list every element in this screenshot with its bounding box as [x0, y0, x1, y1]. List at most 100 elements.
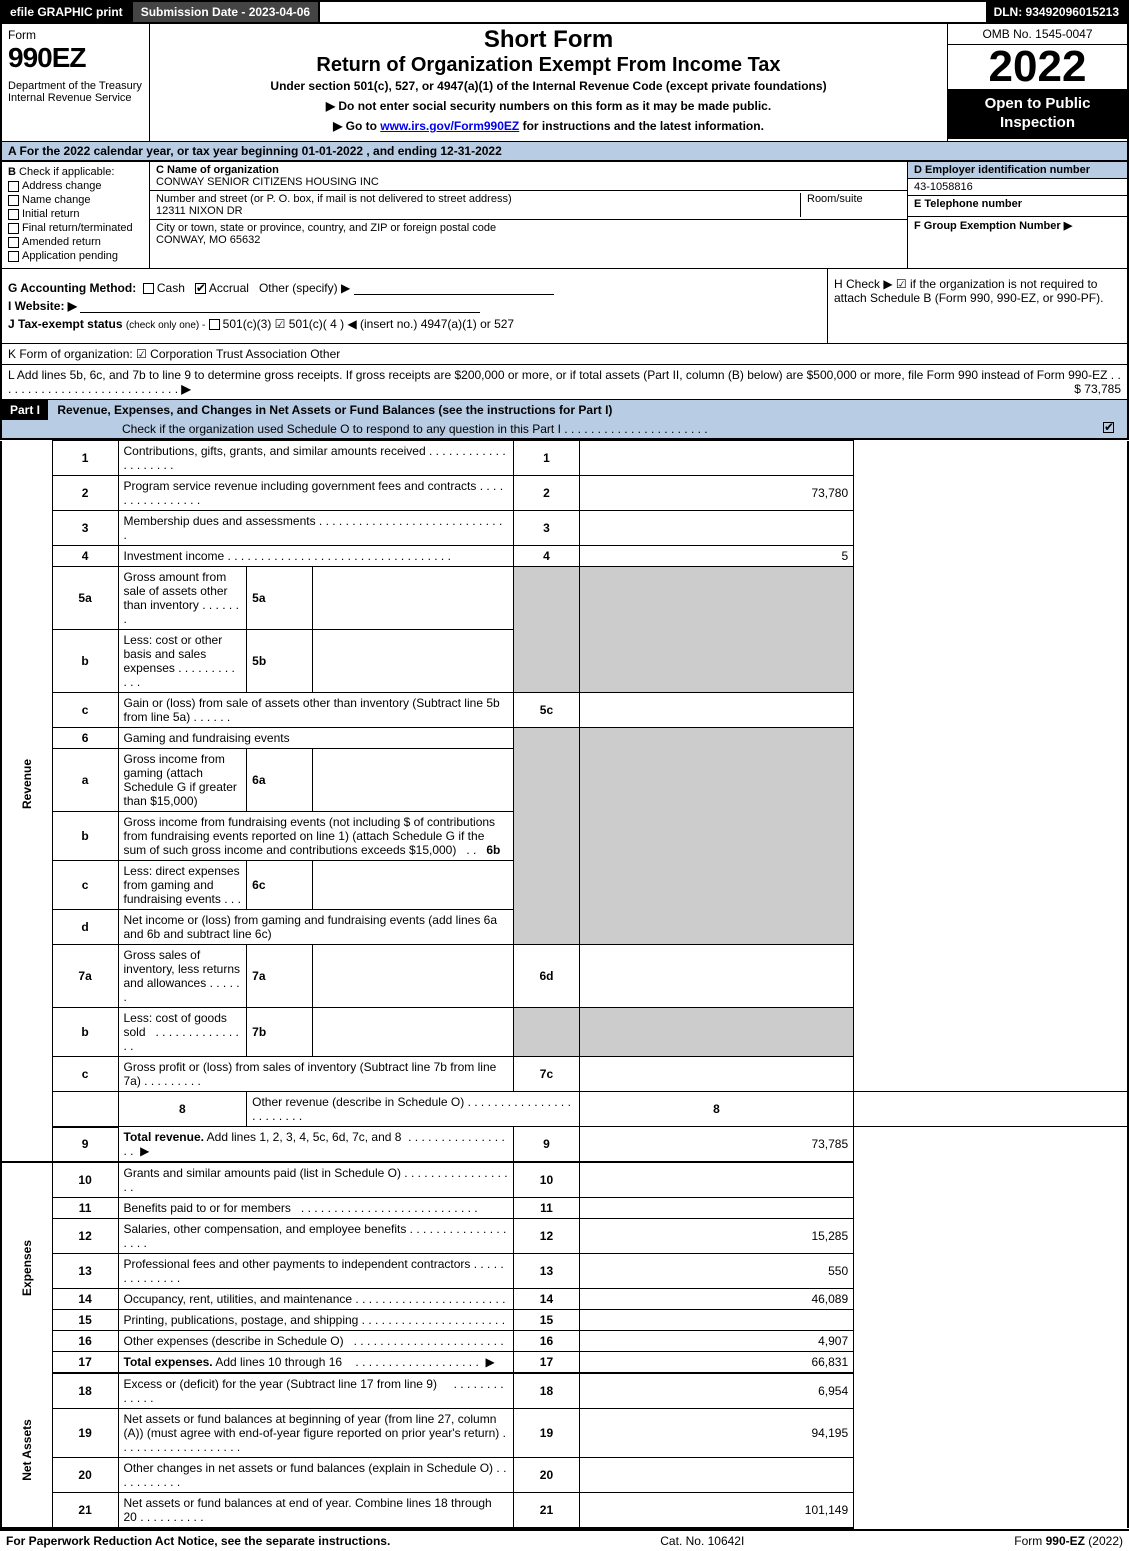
section-h: H Check ▶ ☑ if the organization is not r…: [827, 269, 1127, 343]
line-18-text: Excess or (deficit) for the year (Subtra…: [118, 1373, 514, 1409]
line-20-text: Other changes in net assets or fund bala…: [118, 1458, 514, 1493]
tax-exempt-status: J Tax-exempt status (check only one) - 5…: [8, 317, 821, 331]
chk-final-return[interactable]: Final return/terminated: [8, 222, 143, 234]
line-15-val: [579, 1310, 853, 1331]
line-5b-text: Less: cost or other basis and sales expe…: [118, 630, 247, 693]
line-5a-text: Gross amount from sale of assets other t…: [118, 567, 247, 630]
line-6c-text: Less: direct expenses from gaming and fu…: [118, 861, 247, 910]
ein-label: D Employer identification number: [908, 162, 1127, 179]
net-assets-label: Net Assets: [20, 1419, 34, 1481]
department: Department of the Treasury Internal Reve…: [8, 80, 143, 104]
line-1-text: Contributions, gifts, grants, and simila…: [118, 441, 514, 476]
line-8-val: [854, 1092, 1128, 1127]
line-7c-val: [579, 1057, 853, 1092]
line-11-val: [579, 1198, 853, 1219]
open-to-public: Open to Public Inspection: [948, 89, 1127, 139]
form-id-block: Form 990EZ Department of the Treasury In…: [2, 24, 150, 141]
schedule-o-checkbox[interactable]: [1103, 422, 1114, 433]
line-6d-val: [579, 945, 853, 1008]
goto-pre: ▶ Go to: [333, 119, 380, 133]
line-9-val: 73,785: [579, 1127, 853, 1163]
revenue-label: Revenue: [20, 758, 34, 808]
line-13-val: 550: [579, 1254, 853, 1289]
gross-receipts: $ 73,785: [1074, 382, 1121, 396]
form-instruction-1: ▶ Do not enter social security numbers o…: [156, 99, 941, 113]
room-label: Room/suite: [807, 193, 863, 205]
line-7a-text: Gross sales of inventory, less returns a…: [118, 945, 247, 1008]
row-a-tax-year: A For the 2022 calendar year, or tax yea…: [0, 141, 1129, 162]
form-title-block: Short Form Return of Organization Exempt…: [150, 24, 947, 141]
line-21-val: 101,149: [579, 1493, 853, 1529]
chk-amended-return[interactable]: Amended return: [8, 236, 143, 248]
chk-address-change[interactable]: Address change: [8, 180, 143, 192]
line-3-text: Membership dues and assessments . . . . …: [118, 511, 514, 546]
line-5a-val: [312, 567, 513, 630]
chk-initial-return[interactable]: Initial return: [8, 208, 143, 220]
line-10-val: [579, 1162, 853, 1198]
line-7c-text: Gross profit or (loss) from sales of inv…: [118, 1057, 514, 1092]
line-14-text: Occupancy, rent, utilities, and maintena…: [118, 1289, 514, 1310]
line-7a-val: [312, 945, 513, 1008]
efile-print[interactable]: efile GRAPHIC print: [2, 2, 133, 22]
street-value: 12311 NIXON DR: [156, 205, 243, 217]
line-15-text: Printing, publications, postage, and shi…: [118, 1310, 514, 1331]
line-14-val: 46,089: [579, 1289, 853, 1310]
org-name: CONWAY SENIOR CITIZENS HOUSING INC: [156, 176, 379, 188]
section-ghij: G Accounting Method: Cash Accrual Other …: [0, 269, 1129, 344]
line-19-val: 94,195: [579, 1409, 853, 1458]
footer-right: Form 990-EZ (2022): [1014, 1534, 1123, 1548]
section-b: B Check if applicable: Address change Na…: [2, 162, 150, 268]
line-5c-text: Gain or (loss) from sale of assets other…: [118, 693, 514, 728]
city-label: City or town, state or province, country…: [156, 222, 496, 234]
line-1-val: [579, 441, 853, 476]
line-12-text: Salaries, other compensation, and employ…: [118, 1219, 514, 1254]
part1-subtitle: Check if the organization used Schedule …: [2, 420, 1127, 438]
line-10-text: Grants and similar amounts paid (list in…: [118, 1162, 514, 1198]
part1-table: Revenue 1Contributions, gifts, grants, a…: [0, 440, 1129, 1529]
line-4-text: Investment income . . . . . . . . . . . …: [118, 546, 514, 567]
chk-application-pending[interactable]: Application pending: [8, 250, 143, 262]
section-bcdef: B Check if applicable: Address change Na…: [0, 162, 1129, 269]
footer-left: For Paperwork Reduction Act Notice, see …: [6, 1534, 390, 1548]
accounting-method: G Accounting Method: Cash Accrual Other …: [8, 281, 821, 295]
line-6-text: Gaming and fundraising events: [118, 728, 514, 749]
footer-cat: Cat. No. 10642I: [390, 1534, 1014, 1548]
dln: DLN: 93492096015213: [986, 2, 1127, 22]
website-line: I Website: ▶: [8, 299, 821, 313]
line-7b-val: [312, 1008, 513, 1057]
tel-label: E Telephone number: [908, 195, 1127, 212]
group-exemption: F Group Exemption Number ▶: [908, 216, 1127, 234]
line-6b-text: Gross income from fundraising events (no…: [118, 812, 514, 861]
line-4-val: 5: [579, 546, 853, 567]
tax-year: 2022: [948, 45, 1127, 89]
line-16-text: Other expenses (describe in Schedule O) …: [118, 1331, 514, 1352]
form-title: Return of Organization Exempt From Incom…: [156, 54, 941, 77]
section-k: K Form of organization: ☑ Corporation Tr…: [0, 344, 1129, 365]
section-l: L Add lines 5b, 6c, and 7b to line 9 to …: [0, 365, 1129, 400]
line-13-text: Professional fees and other payments to …: [118, 1254, 514, 1289]
form-number: 990EZ: [8, 42, 143, 74]
line-5b-val: [312, 630, 513, 693]
org-name-label: C Name of organization: [156, 164, 279, 176]
form-right-block: OMB No. 1545-0047 2022 Open to Public In…: [947, 24, 1127, 141]
line-17-text: Total expenses. Add lines 10 through 16 …: [118, 1352, 514, 1374]
line-8-text: Other revenue (describe in Schedule O) .…: [247, 1092, 580, 1127]
top-bar: efile GRAPHIC print Submission Date - 20…: [0, 0, 1129, 24]
line-6a-text: Gross income from gaming (attach Schedul…: [118, 749, 247, 812]
expenses-label: Expenses: [20, 1240, 34, 1296]
line-20-val: [579, 1458, 853, 1493]
line-16-val: 4,907: [579, 1331, 853, 1352]
part1-header: Part I Revenue, Expenses, and Changes in…: [0, 400, 1129, 440]
section-b-letter: B: [8, 166, 16, 178]
line-9-text: Total revenue. Add lines 1, 2, 3, 4, 5c,…: [118, 1127, 514, 1163]
line-21-text: Net assets or fund balances at end of ye…: [118, 1493, 514, 1529]
line-2-val: 73,780: [579, 476, 853, 511]
chk-name-change[interactable]: Name change: [8, 194, 143, 206]
city-value: CONWAY, MO 65632: [156, 234, 260, 246]
line-19-text: Net assets or fund balances at beginning…: [118, 1409, 514, 1458]
line-6c-val: [312, 861, 513, 910]
irs-link[interactable]: www.irs.gov/Form990EZ: [380, 119, 519, 133]
form-instruction-2: ▶ Go to www.irs.gov/Form990EZ for instru…: [156, 119, 941, 133]
form-header: Form 990EZ Department of the Treasury In…: [0, 24, 1129, 141]
page-footer: For Paperwork Reduction Act Notice, see …: [0, 1529, 1129, 1551]
